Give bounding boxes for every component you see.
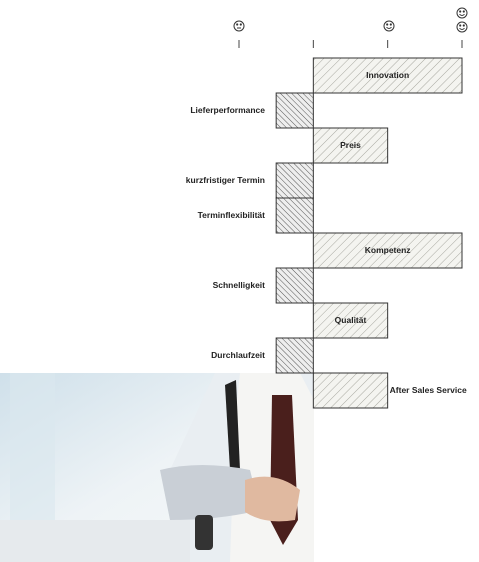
category-label: Lieferperformance xyxy=(190,105,265,115)
category-label: kurzfristiger Termin xyxy=(186,175,265,185)
bar xyxy=(275,162,314,199)
category-label: Terminflexibilität xyxy=(198,210,266,220)
rating-icons xyxy=(233,7,468,33)
bar xyxy=(312,372,389,409)
category-label: Innovation xyxy=(366,70,409,80)
category-label: Preis xyxy=(340,140,361,150)
happy-icon xyxy=(383,20,395,32)
category-label: After Sales Service xyxy=(390,385,467,395)
bar xyxy=(312,302,389,339)
bar xyxy=(312,57,463,94)
category-label: Kompetenz xyxy=(365,245,411,255)
photo xyxy=(0,373,314,562)
bar xyxy=(275,92,314,129)
bar xyxy=(275,337,314,374)
happy-icon xyxy=(456,21,468,33)
category-label: Schnelligkeit xyxy=(213,280,266,290)
neutral-icon xyxy=(233,20,245,32)
bar xyxy=(275,197,314,234)
bar xyxy=(312,127,389,164)
bar xyxy=(312,232,463,269)
category-label: Durchlaufzeit xyxy=(211,350,265,360)
category-label: Qualität xyxy=(335,315,367,325)
happy-icon xyxy=(456,7,468,19)
bar xyxy=(275,267,314,304)
